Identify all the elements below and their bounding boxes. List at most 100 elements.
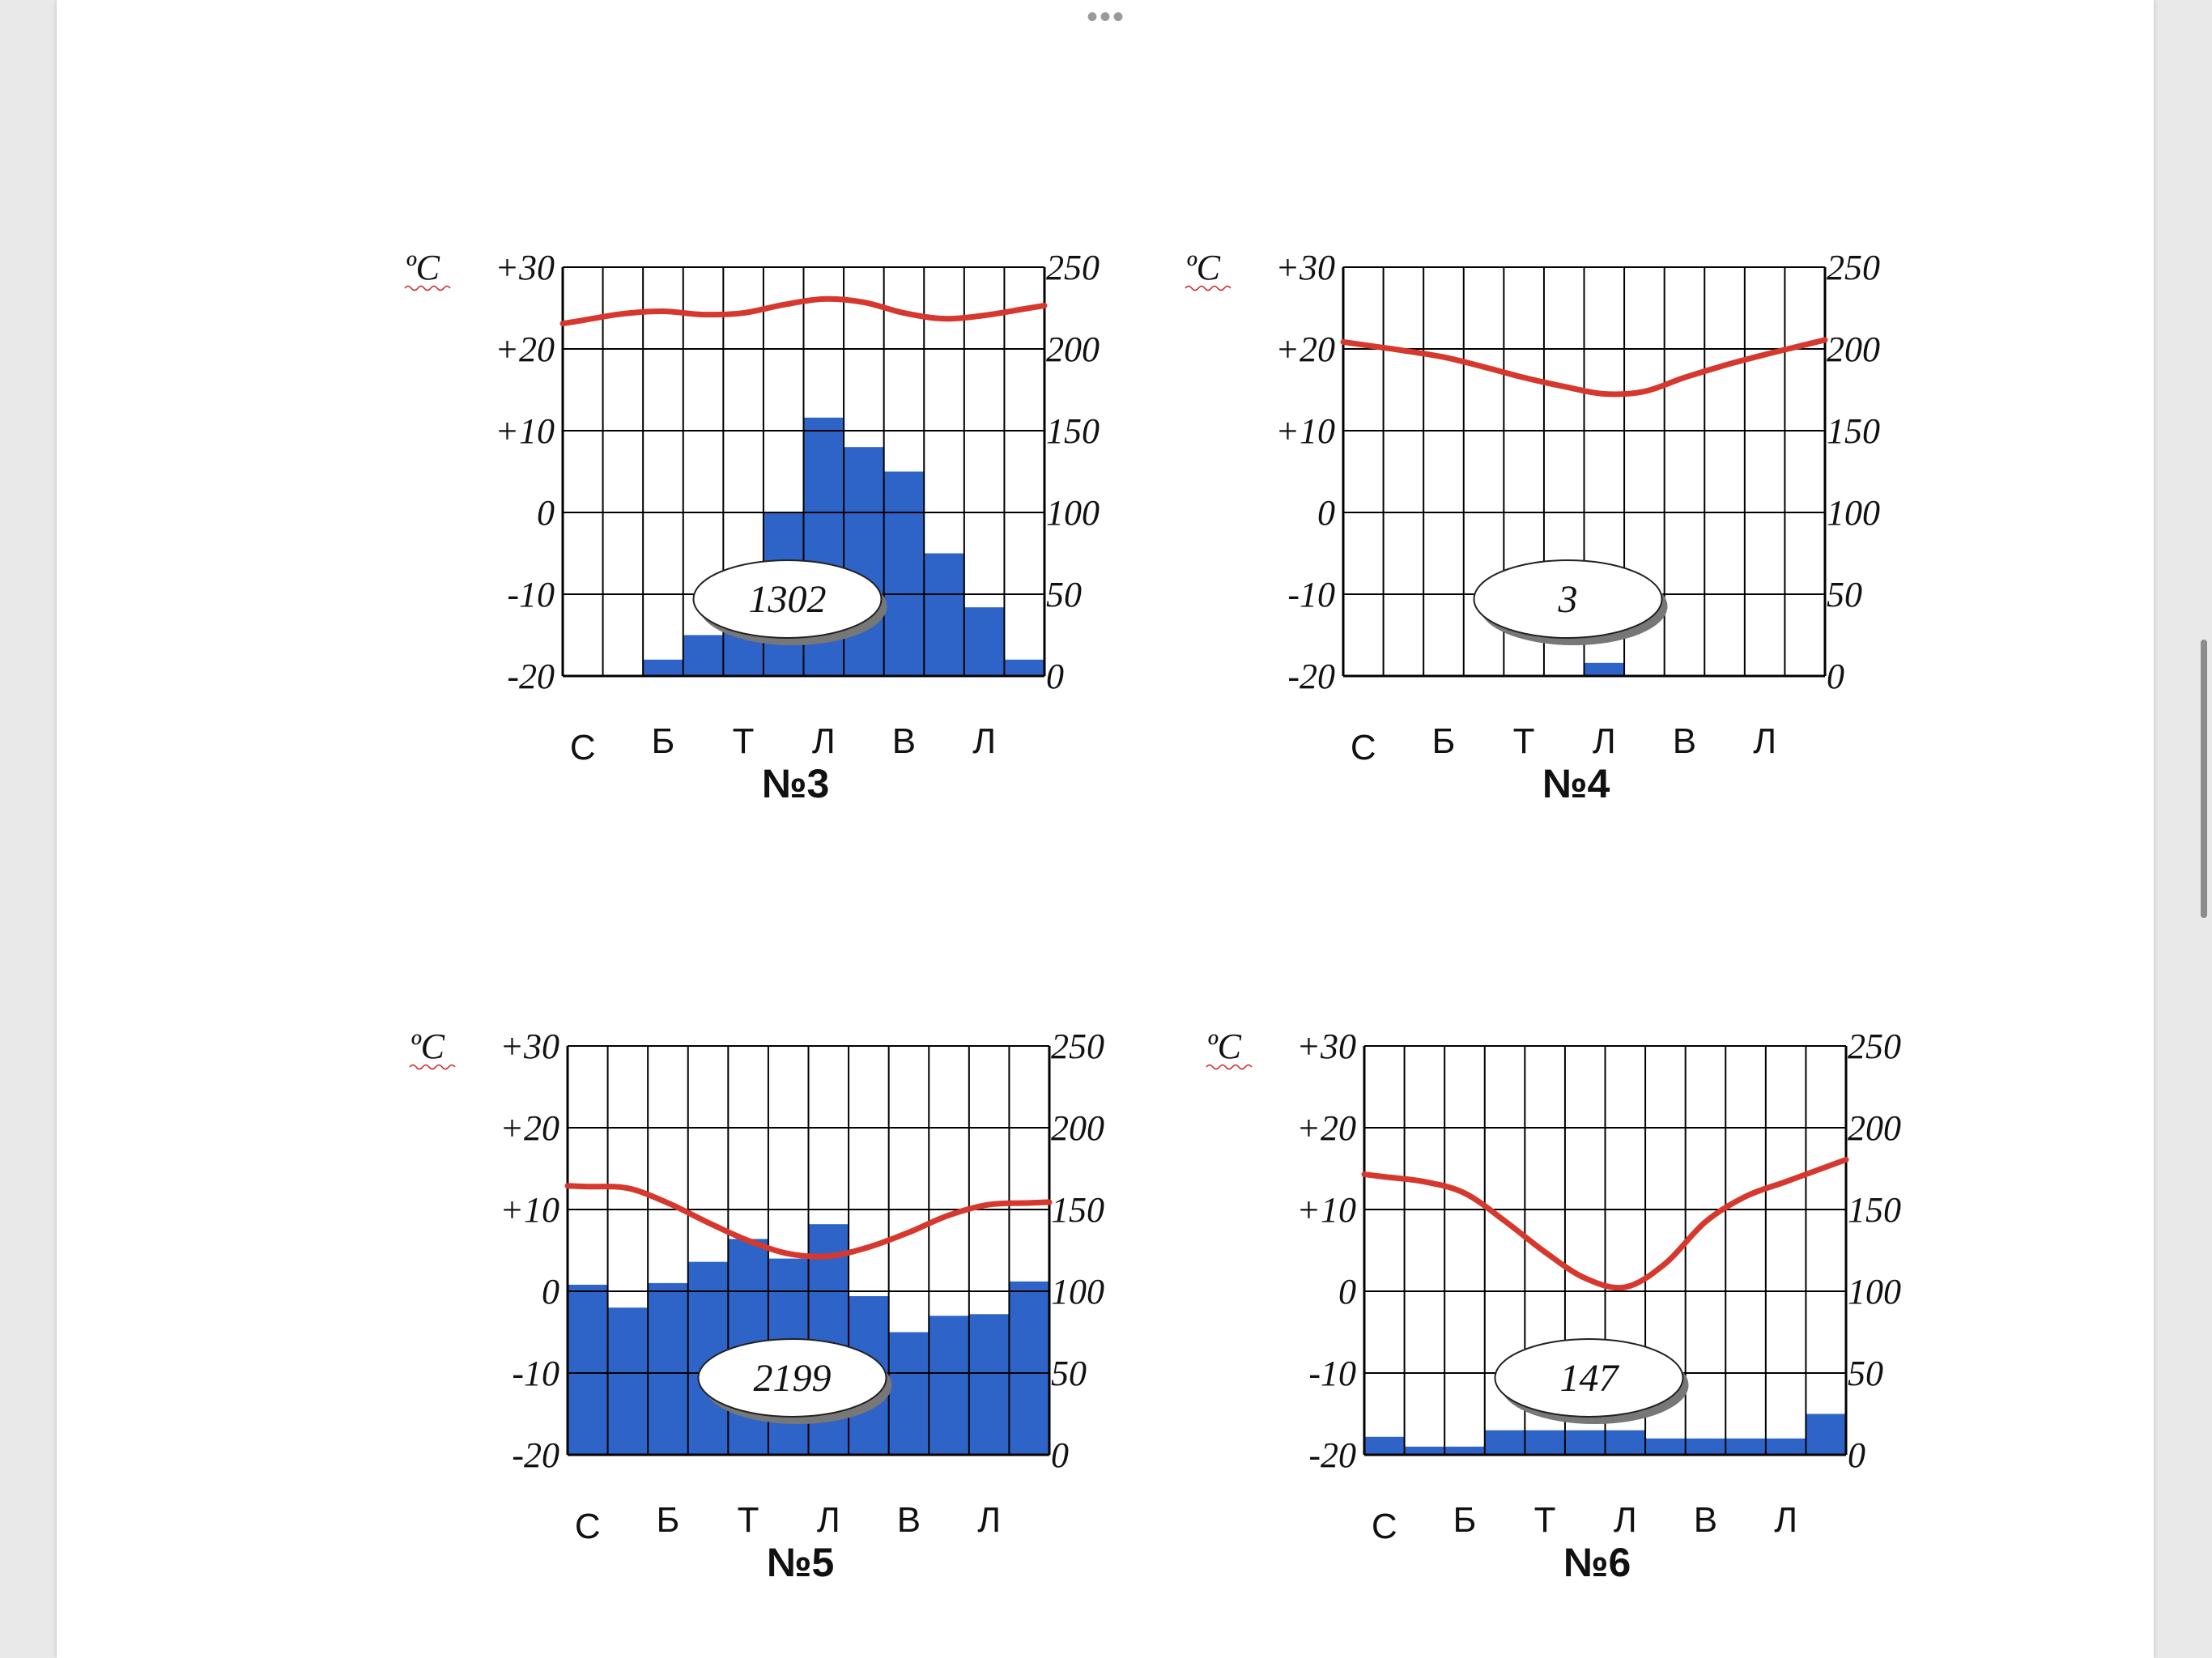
month-label: В <box>1673 721 1696 761</box>
precip-bar-11 <box>963 607 1005 676</box>
temperature-line <box>1361 1156 1849 1291</box>
precip-bar-9 <box>888 1332 929 1455</box>
precip-tick-label: 50 <box>1848 1354 1883 1393</box>
month-label: В <box>1694 1500 1717 1540</box>
month-label: Л <box>1753 721 1776 761</box>
precip-bar-2 <box>1404 1446 1445 1455</box>
precip-bar-8 <box>1645 1438 1686 1455</box>
temperature-line <box>564 1183 1053 1260</box>
precip-bar-12 <box>1009 1281 1049 1455</box>
month-label: Л <box>1614 1500 1637 1540</box>
temp-tick-label: -20 <box>512 1435 559 1475</box>
chart-title: №3 <box>762 761 830 806</box>
month-label: Л <box>972 721 996 761</box>
month-label: Б <box>652 721 675 761</box>
chart-title: №6 <box>1563 1540 1631 1585</box>
temp-tick-label: -20 <box>1308 1435 1356 1475</box>
month-label: Б <box>657 1500 680 1540</box>
precip-bar-3 <box>643 659 683 676</box>
precip-bar-4 <box>683 635 724 676</box>
temp-tick-label: +20 <box>1296 1108 1356 1148</box>
precip-bar-11 <box>1765 1438 1806 1455</box>
temp-tick-label: +20 <box>1275 329 1335 369</box>
precip-tick-label: 150 <box>1848 1190 1901 1230</box>
precip-tick-label: 50 <box>1046 575 1082 614</box>
month-label: Б <box>1432 721 1456 761</box>
spellcheck-underline <box>1185 285 1231 291</box>
spellcheck-underline <box>404 285 451 291</box>
more-horizontal-icon[interactable]: ••• <box>1086 0 1125 35</box>
spellcheck-underline <box>1206 1064 1253 1070</box>
unit-label: ºC <box>1206 1027 1242 1066</box>
precip-tick-label: 200 <box>1827 329 1880 369</box>
total-ellipse <box>1494 1338 1684 1418</box>
temp-tick-label: +10 <box>500 1190 559 1230</box>
month-label: С <box>575 1507 601 1546</box>
precip-bar-3 <box>648 1282 688 1455</box>
precip-tick-label: 200 <box>1051 1108 1104 1148</box>
precip-bar-6 <box>1564 1430 1606 1455</box>
month-label: Т <box>1534 1500 1556 1540</box>
precip-tick-label: 250 <box>1848 1027 1901 1066</box>
precip-bar-2 <box>607 1307 649 1455</box>
precip-tick-label: 0 <box>1051 1435 1069 1475</box>
total-ellipse <box>692 559 883 639</box>
month-label: Т <box>733 721 755 761</box>
precip-tick-label: 150 <box>1827 411 1880 451</box>
month-label: Л <box>977 1500 1001 1540</box>
precip-tick-label: 250 <box>1046 248 1100 287</box>
temperature-line <box>1340 337 1828 397</box>
precip-tick-label: 50 <box>1051 1354 1087 1393</box>
month-label: В <box>897 1500 921 1540</box>
precip-bar-9 <box>883 471 925 676</box>
precip-bar-5 <box>1525 1430 1565 1455</box>
month-label: Л <box>1774 1500 1797 1540</box>
precip-bar-9 <box>1685 1438 1726 1455</box>
month-label: С <box>570 728 596 767</box>
precip-tick-label: 250 <box>1051 1027 1104 1066</box>
temp-tick-label: +10 <box>1275 411 1335 451</box>
unit-label: ºC <box>410 1027 445 1066</box>
temp-tick-label: -10 <box>507 575 555 614</box>
temp-tick-label: +10 <box>1296 1190 1356 1230</box>
precip-bar-10 <box>924 553 964 676</box>
precip-bar-12 <box>1806 1414 1846 1455</box>
month-label: Т <box>1513 721 1535 761</box>
precip-bar-11 <box>968 1314 1010 1455</box>
document-page <box>57 0 2154 1658</box>
precip-bar-7 <box>1584 662 1625 676</box>
annual-precip-total: 147 <box>1560 1357 1620 1400</box>
precip-tick-label: 100 <box>1848 1272 1901 1312</box>
precip-bar-1 <box>1364 1436 1405 1455</box>
temp-tick-label: 0 <box>1317 493 1335 533</box>
scrollbar-thumb[interactable] <box>2201 640 2207 918</box>
precip-tick-label: 0 <box>1827 657 1844 696</box>
chart-title: №5 <box>767 1540 835 1585</box>
spellcheck-underline <box>409 1064 456 1070</box>
precip-tick-label: 200 <box>1046 329 1100 369</box>
month-label: С <box>1372 1507 1397 1546</box>
precip-bar-7 <box>1605 1430 1646 1455</box>
precip-tick-label: 100 <box>1046 493 1100 533</box>
annual-precip-total: 2199 <box>754 1357 832 1400</box>
month-label: Л <box>1593 721 1616 761</box>
temp-tick-label: 0 <box>542 1272 559 1312</box>
precip-bar-3 <box>1444 1446 1485 1455</box>
temp-tick-label: -10 <box>1308 1354 1356 1393</box>
temp-tick-label: +30 <box>495 248 555 287</box>
precip-tick-label: 100 <box>1827 493 1880 533</box>
precip-bar-10 <box>929 1316 969 1455</box>
temp-tick-label: +20 <box>500 1108 559 1148</box>
temp-tick-label: 0 <box>537 493 555 533</box>
temp-tick-label: 0 <box>1338 1272 1356 1312</box>
precip-bar-12 <box>1004 659 1044 676</box>
precip-tick-label: 0 <box>1046 657 1064 696</box>
month-label: С <box>1351 728 1376 767</box>
precip-bar-1 <box>568 1284 608 1455</box>
precip-bar-4 <box>1484 1430 1525 1455</box>
precip-tick-label: 250 <box>1827 248 1880 287</box>
temp-tick-label: -20 <box>1287 657 1335 696</box>
temp-tick-label: +10 <box>495 411 555 451</box>
month-label: В <box>892 721 916 761</box>
